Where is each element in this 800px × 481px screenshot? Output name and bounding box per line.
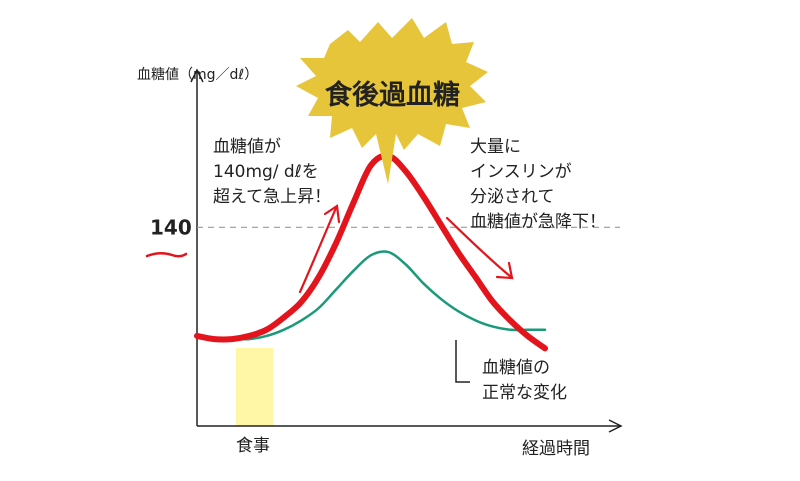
fall-annotation-line: 血糖値が急降下！	[470, 212, 606, 232]
rise-annotation-line: 超えて急上昇！	[213, 187, 331, 207]
fall-annotation: 大量に インスリンが 分泌されて 血糖値が急降下！	[470, 137, 606, 232]
tick-label-underline	[145, 252, 188, 258]
rise-annotation: 血糖値が 140mg/ dℓを 超えて急上昇！	[213, 137, 331, 207]
fall-annotation-line: インスリンが	[470, 162, 572, 182]
normal-annotation-line: 正常な変化	[482, 383, 567, 403]
fall-annotation-line: 大量に	[470, 137, 521, 157]
y-axis-arrowhead	[190, 68, 204, 83]
normal-annotation: 血糖値の 正常な変化	[482, 358, 567, 403]
burst-title: 食後過血糖	[325, 79, 460, 111]
fall-arrow	[445, 216, 514, 280]
normal-annotation-line: 血糖値の	[482, 358, 550, 378]
normal-callout-bracket	[455, 340, 470, 383]
y-axis-label: 血糖値（mg／dℓ）	[137, 67, 258, 83]
meal-label: 食事	[236, 436, 270, 456]
x-axis-arrowhead	[608, 419, 623, 433]
normal-glucose-line	[195, 250, 547, 341]
x-axis-label: 経過時間	[522, 439, 590, 459]
meal-time-band	[236, 348, 273, 426]
rise-annotation-line: 血糖値が	[213, 137, 281, 157]
rise-arrow	[298, 204, 341, 294]
fall-annotation-line: 分泌されて	[470, 187, 555, 207]
burst-shape	[296, 18, 488, 184]
y-tick-label-140: 140	[150, 215, 192, 239]
rise-annotation-line: 140mg/ dℓを	[213, 162, 319, 182]
postprandial-glucose-line	[194, 152, 548, 352]
